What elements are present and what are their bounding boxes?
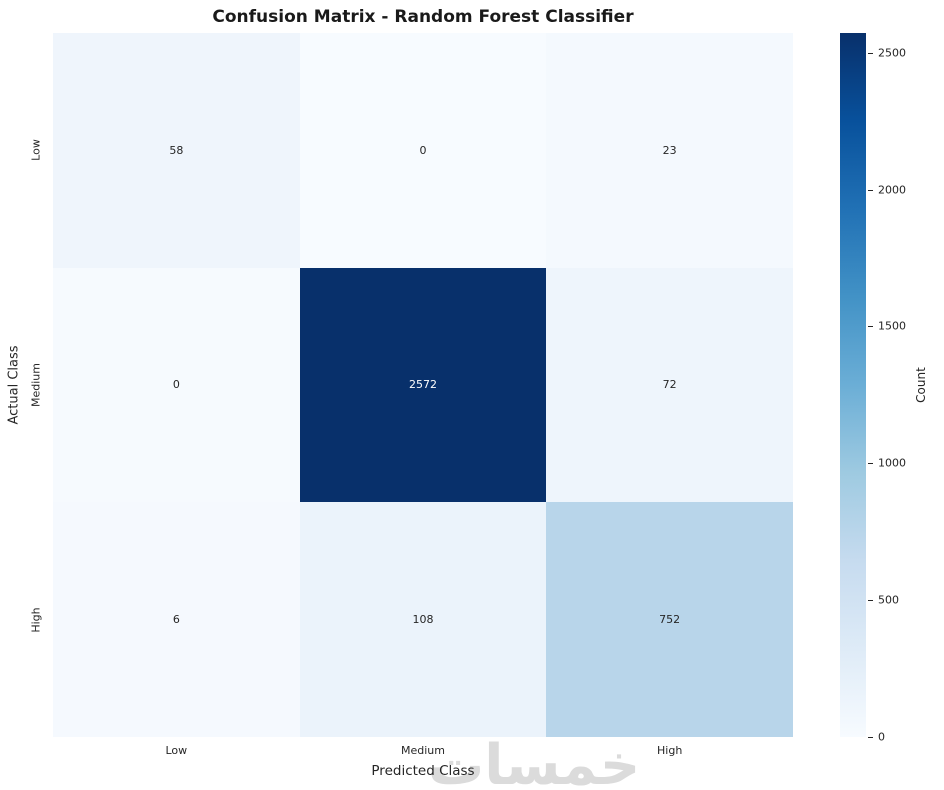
colorbar-tick-label: 1000 xyxy=(878,456,906,470)
colorbar-tick-mark xyxy=(868,600,873,602)
heatmap-cell: 23 xyxy=(546,33,793,268)
heatmap-cell: 72 xyxy=(546,267,793,503)
colorbar-tick-mark xyxy=(868,737,873,738)
colorbar-tick-label: 2500 xyxy=(878,46,906,60)
colorbar-tick-label: 1500 xyxy=(878,319,906,333)
chart-title: Confusion Matrix - Random Forest Classif… xyxy=(212,7,634,27)
x-axis-label: Predicted Class xyxy=(371,763,475,779)
cell-value: 72 xyxy=(662,378,677,392)
heatmap: 58 0 23 0 2572 72 6 108 752 xyxy=(53,33,793,737)
y-tick-labels: Low Medium High xyxy=(26,33,46,737)
y-tick-label: High xyxy=(29,607,43,633)
y-tick-label: Medium xyxy=(29,363,43,407)
colorbar-tick-mark xyxy=(868,326,873,328)
cell-value: 23 xyxy=(662,143,677,157)
heatmap-cell: 6 xyxy=(53,502,300,737)
heatmap-cell: 752 xyxy=(546,502,793,737)
x-tick-label: Medium xyxy=(401,744,445,757)
colorbar-ticks: 0 500 1000 1500 2000 2500 xyxy=(866,33,936,744)
colorbar-gradient xyxy=(840,33,866,737)
cell-value: 6 xyxy=(172,613,180,627)
cell-value: 0 xyxy=(172,378,180,392)
colorbar-tick-label: 2000 xyxy=(878,183,906,197)
x-tick-labels: Low Medium High xyxy=(53,737,793,757)
heatmap-cell: 2572 xyxy=(299,267,547,503)
heatmap-cell: 58 xyxy=(53,33,300,268)
colorbar-label: Count xyxy=(914,367,928,403)
y-tick-label: Low xyxy=(29,139,43,162)
heatmap-cell: 108 xyxy=(299,502,547,737)
cell-value: 752 xyxy=(659,613,681,627)
x-tick-label: Low xyxy=(165,744,188,757)
cell-value: 0 xyxy=(419,143,427,157)
cell-value: 2572 xyxy=(408,378,437,392)
colorbar-tick-label: 0 xyxy=(878,730,885,744)
cell-value: 58 xyxy=(169,143,184,157)
colorbar-tick-mark xyxy=(868,52,873,54)
heatmap-cell: 0 xyxy=(299,33,547,268)
y-axis-label: Actual Class xyxy=(6,345,22,425)
heatmap-cell: 0 xyxy=(53,267,300,503)
colorbar-tick-mark xyxy=(868,189,873,191)
x-tick-label: High xyxy=(657,744,683,757)
watermark-text: خمسات xyxy=(428,733,641,790)
colorbar-tick-label: 500 xyxy=(878,593,899,607)
cell-value: 108 xyxy=(412,613,434,627)
colorbar-tick-mark xyxy=(868,463,873,465)
